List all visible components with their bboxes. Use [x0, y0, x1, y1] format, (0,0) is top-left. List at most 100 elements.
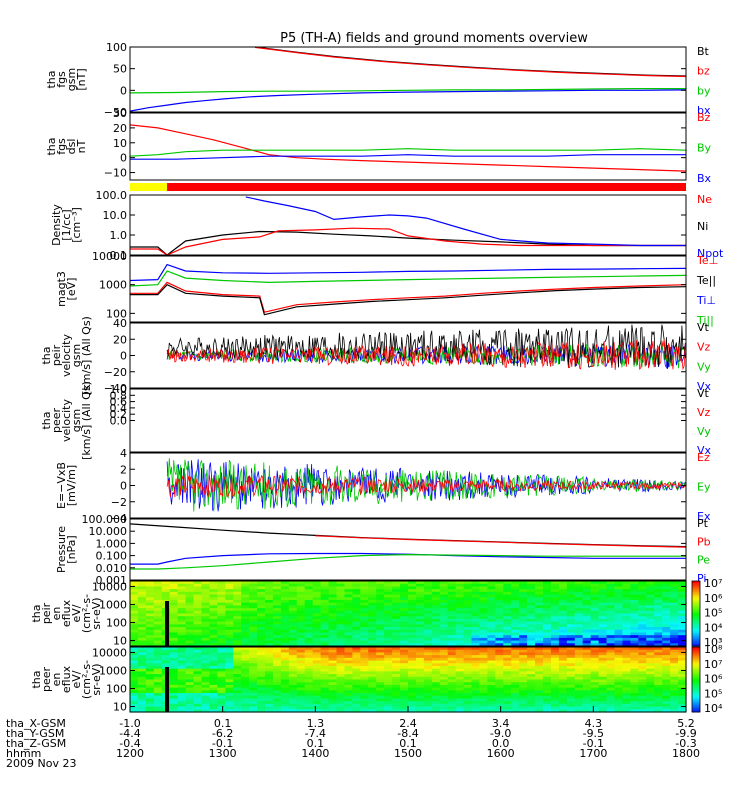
spectrogram-cell — [455, 709, 465, 713]
colorbar-cell — [692, 662, 700, 665]
spectrogram-cell — [408, 613, 417, 617]
spectrogram-cell — [519, 676, 528, 681]
spectrogram-cell — [217, 698, 226, 702]
spectrogram-cell — [209, 693, 218, 697]
spectrogram-cell — [296, 627, 306, 631]
spectrogram-cell — [590, 674, 600, 678]
spectrogram-cell — [130, 624, 139, 628]
spectrogram-cell — [519, 613, 528, 617]
spectrogram-cell — [137, 583, 147, 588]
series-Vz — [166, 339, 686, 371]
spectrogram-cell — [471, 676, 481, 681]
spectrogram-cell — [153, 583, 163, 588]
spectrogram-cell — [272, 583, 282, 588]
spectrogram-cell — [670, 629, 679, 634]
spectrogram-cell — [550, 624, 560, 628]
spectrogram-cell — [479, 586, 489, 590]
spectrogram-cell — [209, 709, 218, 713]
spectrogram-cell — [336, 618, 346, 623]
spectrogram-cell — [137, 594, 147, 598]
spectrogram-cell — [265, 610, 274, 615]
spectrogram-cell — [336, 655, 346, 659]
spectrogram-cell — [598, 674, 608, 678]
spectrogram-cell — [598, 597, 608, 601]
spectrogram-cell — [201, 652, 211, 656]
spectrogram-cell — [408, 698, 417, 702]
spectrogram-cell — [153, 635, 163, 639]
spectrogram-cell — [606, 701, 616, 705]
spectrogram-cell — [201, 682, 211, 686]
spectrogram-cell — [630, 655, 639, 659]
time-axis-value: 1300 — [209, 747, 237, 760]
spectrogram-cell — [415, 618, 425, 623]
spectrogram-cell — [288, 621, 298, 625]
spectrogram-cell — [535, 684, 544, 689]
spectrogram-cell — [574, 594, 584, 598]
spectrogram-cell — [550, 687, 560, 691]
spectrogram-cell — [431, 581, 441, 585]
y-axis-label: eflux — [60, 599, 73, 627]
spectrogram-cell — [225, 682, 234, 686]
spectrogram-cell — [241, 586, 250, 590]
colorbar-cell — [692, 628, 700, 632]
spectrogram-cell — [185, 665, 195, 670]
spectrogram-cell — [352, 637, 361, 642]
spectrogram-cell — [384, 597, 393, 601]
spectrogram-cell — [543, 695, 552, 700]
spectrogram-cell — [654, 640, 663, 644]
spectrogram-cell — [519, 589, 528, 593]
spectrogram-cell — [670, 695, 679, 700]
panel-frame — [129, 46, 687, 113]
spectrogram-cell — [272, 597, 282, 601]
spectrogram-cell — [630, 583, 639, 588]
spectrogram-cell — [241, 610, 250, 615]
spectrogram-cell — [519, 687, 528, 691]
spectrogram-cell — [368, 581, 377, 585]
spectrogram-cell — [535, 655, 544, 659]
spectrogram-cell — [558, 701, 568, 705]
spectrogram-cell — [360, 679, 369, 683]
spectrogram-cell — [487, 599, 496, 604]
spectrogram-cell — [550, 599, 560, 604]
spectrogram-cell — [423, 679, 433, 683]
spectrogram-cell — [463, 602, 473, 606]
spectrogram-cell — [161, 591, 171, 596]
spectrogram-cell — [487, 690, 496, 694]
spectrogram-cell — [137, 629, 147, 634]
colorbar-cell — [692, 692, 700, 696]
spectrogram-cell — [312, 687, 322, 691]
spectrogram-cell — [630, 698, 639, 702]
spectrogram-cell — [304, 690, 314, 694]
spectrogram-cell — [543, 668, 552, 672]
spectrogram-cell — [288, 652, 298, 656]
spectrogram-cell — [543, 709, 552, 713]
spectrogram-cell — [280, 695, 290, 700]
spectrogram-cell — [408, 647, 417, 651]
spectrogram-cell — [622, 706, 631, 710]
spectrogram-cell — [622, 668, 631, 672]
spectrogram-cell — [241, 693, 250, 697]
y-axis-label: magt3 — [55, 271, 68, 307]
spectrogram-cell — [249, 583, 258, 588]
spectrogram-cell — [304, 589, 314, 593]
spectrogram-cell — [574, 640, 584, 644]
spectrogram-cell — [606, 660, 616, 664]
spectrogram-cell — [535, 682, 544, 686]
spectrogram-cell — [598, 599, 608, 604]
spectrogram-cell — [384, 657, 393, 662]
spectrogram-cell — [598, 605, 608, 609]
spectrogram-cell — [352, 663, 361, 667]
spectrogram-cell — [384, 605, 393, 609]
spectrogram-cell — [431, 594, 441, 598]
spectrogram-cell — [527, 610, 536, 615]
spectrogram-cell — [646, 624, 655, 628]
spectrogram-cell — [487, 698, 496, 702]
spectrogram-cell — [257, 693, 266, 697]
spectrogram-cell — [272, 602, 282, 606]
spectrogram-cell — [368, 586, 377, 590]
y-tick-label: 0.2 — [110, 408, 128, 421]
spectrogram-cell — [257, 591, 266, 596]
spectrogram-cell — [463, 693, 473, 697]
spectrogram-cell — [209, 594, 218, 598]
spectrogram-cell — [423, 695, 433, 700]
